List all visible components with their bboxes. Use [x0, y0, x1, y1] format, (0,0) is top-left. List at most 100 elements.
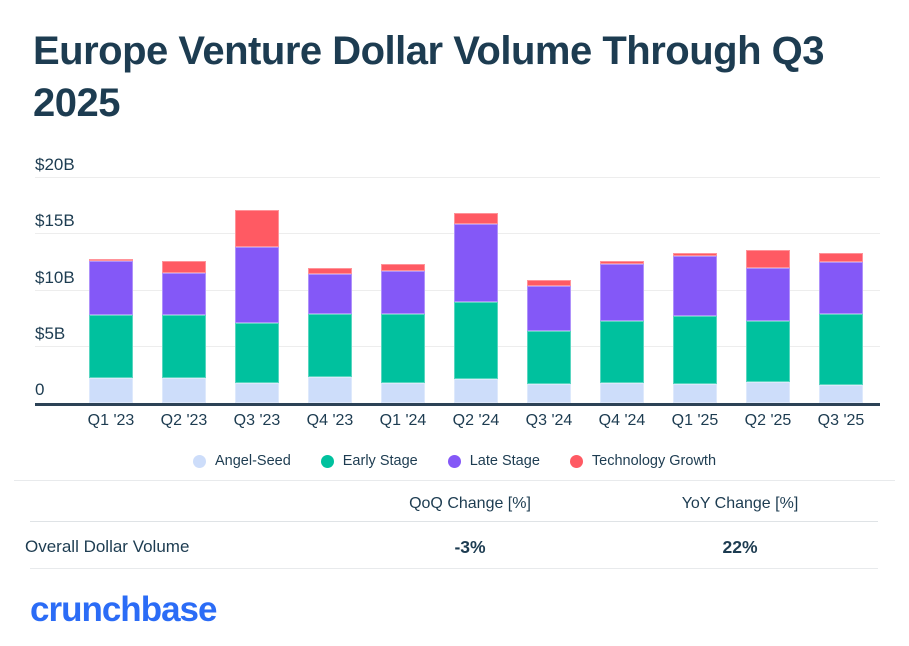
bar-segment-angel-seed [235, 382, 279, 403]
bar-segment-technology-growth [381, 263, 425, 272]
bar-segment-technology-growth [308, 268, 352, 274]
bar-segment-technology-growth [162, 261, 206, 273]
legend-label: Late Stage [469, 453, 540, 469]
bar-group-q123 [89, 178, 133, 403]
legend-item-angel-seed: Angel-Seed [192, 453, 291, 469]
bar-segment-late-stage [89, 261, 133, 316]
gridline-20B [35, 177, 880, 178]
bar-segment-early-stage [673, 316, 717, 384]
bar-segment-angel-seed [162, 378, 206, 403]
legend-label: Early Stage [342, 453, 418, 469]
bar-segment-late-stage [819, 262, 863, 315]
crunchbase-logo: crunchbase [30, 590, 217, 629]
bar-segment-angel-seed [673, 383, 717, 403]
x-axis-label-q225: Q2 '25 [744, 412, 792, 429]
legend-dot-icon [569, 454, 583, 468]
bar-segment-late-stage [527, 286, 571, 331]
bar-segment-technology-growth [235, 209, 279, 247]
x-axis-label-q325: Q3 '25 [817, 412, 865, 429]
bar-segment-late-stage [381, 271, 425, 315]
bar-segment-late-stage [454, 224, 498, 302]
legend-item-technology-growth: Technology Growth [569, 453, 717, 469]
bar-segment-angel-seed [454, 379, 498, 403]
x-axis-label-q423: Q4 '23 [306, 412, 354, 429]
bar-segment-technology-growth [819, 253, 863, 263]
bar-segment-early-stage [162, 315, 206, 379]
divider-line [30, 568, 878, 569]
y-axis-tick-label: $10B [35, 267, 75, 287]
bar-group-q223 [162, 178, 206, 403]
bar-segment-early-stage [381, 314, 425, 383]
x-axis-label-q324: Q3 '24 [525, 412, 573, 429]
qoq-change-column-header: QoQ Change [%] [409, 495, 531, 512]
bar-segment-angel-seed [381, 382, 425, 403]
x-axis-label-q123: Q1 '23 [87, 412, 135, 429]
bar-segment-technology-growth [600, 261, 644, 264]
x-axis-label-q224: Q2 '24 [452, 412, 500, 429]
y-axis-tick-label: $15B [35, 211, 75, 231]
bar-segment-early-stage [527, 331, 571, 384]
x-axis-label-q124: Q1 '24 [379, 412, 427, 429]
bar-segment-late-stage [235, 246, 279, 324]
x-axis-label-q125: Q1 '25 [671, 412, 719, 429]
bar-group-q124 [381, 178, 425, 403]
bar-segment-angel-seed [308, 377, 352, 403]
legend-dot-icon [192, 454, 206, 468]
qoq-change-value: -3% [454, 536, 486, 557]
bar-group-q423 [308, 178, 352, 403]
bar-segment-technology-growth [454, 212, 498, 225]
chart-legend: Angel-Seed Early Stage Late Stage Technolog… [0, 453, 909, 469]
bar-segment-early-stage [600, 320, 644, 383]
legend-label: Angel-Seed [214, 453, 291, 469]
yoy-change-value: 22% [722, 536, 758, 557]
bar-group-q325 [819, 178, 863, 403]
y-axis-tick-label: $20B [35, 155, 75, 174]
bar-segment-technology-growth [527, 280, 571, 286]
bar-segment-angel-seed [527, 383, 571, 403]
bar-segment-early-stage [89, 315, 133, 379]
legend-item-early-stage: Early Stage [320, 453, 418, 469]
x-axis-line [35, 403, 880, 406]
bar-group-q324 [527, 178, 571, 403]
chart-title: Europe Venture Dollar Volume Through Q3 … [33, 29, 824, 125]
bar-segment-early-stage [308, 314, 352, 378]
bar-segment-early-stage [235, 323, 279, 383]
bar-group-q224 [454, 178, 498, 403]
bar-segment-angel-seed [600, 382, 644, 403]
legend-label: Technology Growth [591, 453, 717, 469]
bar-segment-late-stage [600, 263, 644, 321]
x-axis-label-q323: Q3 '23 [233, 412, 281, 429]
summary-table-header-row: QoQ Change [%] YoY Change [%] [25, 490, 865, 518]
summary-table-row-overall-dollar-volume: Overall Dollar Volume -3% 22% [25, 529, 865, 565]
x-axis-label-q424: Q4 '24 [598, 412, 646, 429]
x-axis-label-q223: Q2 '23 [160, 412, 208, 429]
bar-segment-early-stage [746, 320, 790, 382]
y-axis-tick-label: 0 [35, 380, 45, 399]
bar-segment-angel-seed [746, 381, 790, 403]
yoy-change-column-header: YoY Change [%] [681, 495, 799, 512]
divider-line [14, 480, 895, 481]
divider-line [30, 521, 878, 522]
bar-group-q424 [600, 178, 644, 403]
stacked-bar-chart-plot-area: $20B $15B $10B $5B 0 [35, 155, 880, 406]
bar-group-q125 [673, 178, 717, 403]
y-axis-tick-label: $5B [35, 323, 66, 343]
legend-item-late-stage: Late Stage [447, 453, 540, 469]
bar-segment-technology-growth [746, 250, 790, 268]
bar-segment-angel-seed [819, 385, 863, 403]
bar-segment-late-stage [308, 273, 352, 315]
bar-group-q323 [235, 178, 279, 403]
bar-segment-technology-growth [673, 253, 717, 256]
bar-group-q225 [746, 178, 790, 403]
x-axis-labels: Q1 '23 Q2 '23 Q3 '23 Q4 '23 Q1 '24 Q2 '24 Q3 '… [35, 412, 880, 434]
bar-segment-angel-seed [89, 378, 133, 403]
bar-segment-late-stage [162, 272, 206, 316]
legend-dot-icon [320, 454, 334, 468]
bar-segment-early-stage [819, 314, 863, 385]
bar-segment-early-stage [454, 301, 498, 380]
bar-segment-late-stage [746, 268, 790, 321]
row-label: Overall Dollar Volume [25, 537, 190, 556]
bar-segment-late-stage [673, 255, 717, 317]
bar-segment-technology-growth [89, 259, 133, 262]
